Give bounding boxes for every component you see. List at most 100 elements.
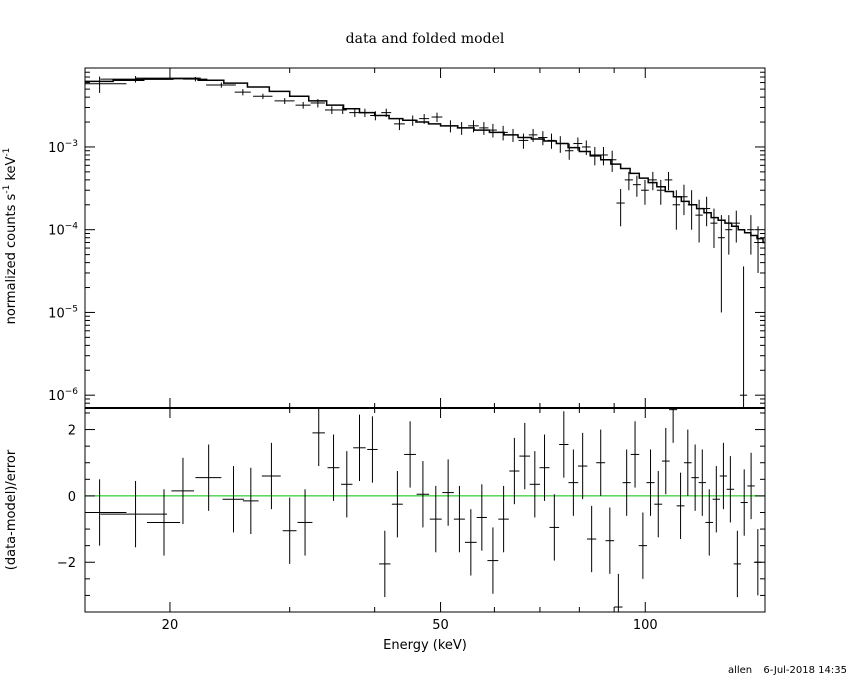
residual-point [146,489,181,556]
data-point [479,122,489,135]
data-point [555,136,565,153]
footer-timestamp: 6-Jul-2018 14:35 [763,665,847,676]
residual-point [559,411,569,478]
data-point [488,123,497,138]
residual-point [698,449,706,516]
data-point [703,196,711,227]
residual-point [341,451,353,518]
data-point [680,184,688,216]
x-axis-label: Energy (keV) [383,638,467,653]
residual-point [622,449,631,516]
residual-point [587,505,597,573]
data-point [370,111,381,121]
residual-point [195,444,222,511]
residual-point [327,434,340,501]
data-point [310,98,325,108]
ylabel-part-kev: keV [4,156,19,184]
residual-axes [84,407,766,613]
residual-point [367,416,378,483]
footer-user: allen [728,665,752,676]
x-tick-label: 20 [162,618,179,633]
data-point [274,98,295,105]
residual-point [740,469,748,536]
data-point [547,133,556,149]
residual-point [638,512,648,579]
data-point [641,179,649,205]
residual-point [498,485,509,553]
data-point [672,190,681,230]
residual-point [605,507,615,574]
data-point [573,137,583,151]
spectrum-y-axis-label: normalized counts s-1 keV-1 [2,148,19,325]
residual-point [733,530,742,598]
residual-frame [84,407,766,613]
residual-point [442,459,454,526]
residual-point [222,466,245,533]
y-tick-label: −2 [57,556,76,571]
data-point [253,93,273,99]
data-points [85,76,762,408]
residual-point [242,467,259,535]
folded-model-step-line [85,77,765,244]
data-point [725,215,733,255]
residual-point [519,422,531,490]
data-point [349,108,361,118]
data-point [624,171,633,191]
data-point [747,215,755,255]
ylabel-part-exp2: -1 [2,148,12,157]
residual-point [719,442,728,510]
data-point [695,199,703,243]
y-tick-label: 2 [68,424,76,439]
data-point [717,215,725,313]
residual-point [614,573,623,612]
residual-point [596,429,606,496]
data-point [616,189,625,227]
model-line [85,77,765,244]
data-point [538,131,548,146]
residual-point [549,494,560,561]
x-tick-labels: 20 50 100 [162,618,658,633]
spectrum-panel: 10−610−510−410−3 normalized counts s-1 k… [2,67,766,409]
data-point [518,133,529,149]
residual-point [487,527,499,594]
residual-point [509,437,520,505]
y-tick-label: 10−6 [48,387,78,404]
residual-point [404,421,416,488]
data-point [581,140,591,155]
data-point [468,120,479,133]
data-point [590,146,599,166]
data-point [456,122,467,135]
residual-point [568,449,579,516]
residual-point [171,457,195,525]
residual-point [85,479,127,546]
residual-panel: −2 0 2 20 50 100 (data-model)/error Energy (… [4,407,766,653]
residual-point [630,421,640,488]
residual-y-tick-labels: −2 0 2 [57,424,76,572]
data-point [182,77,208,82]
data-point [381,108,392,118]
residual-point [712,466,721,533]
residual-point [676,472,685,540]
y-tick-label: 0 [68,490,76,505]
residual-point [261,442,281,510]
residual-point [453,485,465,553]
data-point [100,76,167,83]
residual-point [669,408,678,443]
residual-point [683,429,692,496]
residual-point [646,449,655,516]
residual-point [747,452,755,520]
ylabel-part-exp1: -1 [2,185,12,194]
residual-points [85,408,762,612]
residual-point [691,444,699,511]
chart-title: data and folded model [346,31,505,47]
data-point [295,101,311,109]
data-point [598,146,608,166]
data-point [732,210,740,243]
residual-point [577,432,588,500]
data-point [739,266,748,408]
spectrum-y-tick-labels: 10−6 10−5 10−4 10−3 [48,139,78,404]
residual-point [391,471,403,538]
data-point [648,171,657,191]
data-point [632,175,641,197]
